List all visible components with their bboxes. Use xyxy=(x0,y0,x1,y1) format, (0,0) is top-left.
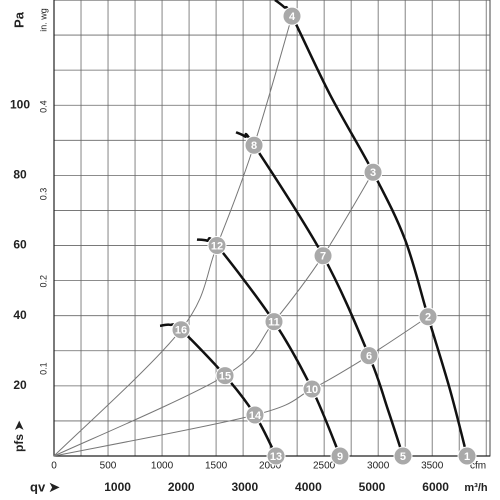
x2-tick-label: 3500 xyxy=(421,461,444,472)
point-label: 1 xyxy=(464,451,470,463)
y2-tick-label: 0.4 xyxy=(38,100,48,113)
operating-point xyxy=(245,405,265,425)
operating-point xyxy=(457,446,477,466)
x2-tick-label: 0 xyxy=(51,461,57,472)
y-tick-label: 80 xyxy=(13,168,27,182)
x-unit: m³/h xyxy=(464,482,488,494)
x-tick-label: 4000 xyxy=(295,480,322,494)
operating-point xyxy=(215,366,235,386)
x2-tick-label: 2500 xyxy=(313,461,336,472)
operating-point xyxy=(418,307,438,327)
operating-point xyxy=(359,346,379,366)
point-label: 6 xyxy=(366,351,372,363)
point-label: 13 xyxy=(270,451,282,463)
x-tick-label: 2000 xyxy=(168,480,195,494)
point-label: 12 xyxy=(211,240,223,252)
x2-tick-label: 2000 xyxy=(259,461,282,472)
point-label: 14 xyxy=(249,410,262,422)
operating-point xyxy=(264,312,284,332)
x2-tick-label: 3000 xyxy=(367,461,390,472)
point-label: 3 xyxy=(370,167,376,179)
curve xyxy=(53,316,429,457)
x2-tick-label: 500 xyxy=(100,461,117,472)
point-label: 9 xyxy=(337,451,343,463)
plot-frame xyxy=(53,0,491,457)
x-tick-label: 3000 xyxy=(231,480,258,494)
operating-point xyxy=(244,135,264,155)
x-tick-label: 1000 xyxy=(104,480,131,494)
point-label: 5 xyxy=(400,451,406,463)
y-tick-label: 100 xyxy=(10,97,30,111)
y-axis-label: Pa xyxy=(11,11,26,28)
y2-tick-label: 0.2 xyxy=(38,275,48,288)
operating-point xyxy=(313,246,333,266)
y-tick-label: 20 xyxy=(13,378,27,392)
operating-point xyxy=(302,379,322,399)
operating-point xyxy=(282,6,302,26)
y-tick-label: 60 xyxy=(13,238,27,252)
y-tick-label: 40 xyxy=(13,308,27,322)
point-label: 7 xyxy=(320,251,326,263)
y2-axis-label: in. wg xyxy=(38,8,48,32)
x2-tick-label: 1000 xyxy=(151,461,174,472)
operating-point xyxy=(393,446,413,466)
x2-unit: cfm xyxy=(470,461,486,472)
point-label: 16 xyxy=(175,325,187,337)
x-axis-label: qv ➤ xyxy=(30,479,60,494)
operating-point xyxy=(207,236,227,256)
point-label: 10 xyxy=(306,384,318,396)
operating-point xyxy=(266,446,286,466)
y-axis-symbol: pfs ➤ xyxy=(12,420,26,452)
operating-point xyxy=(363,162,383,182)
point-label: 8 xyxy=(251,140,257,152)
operating-point xyxy=(171,320,191,340)
x2-tick-label: 1500 xyxy=(205,461,228,472)
x-tick-label: 6000 xyxy=(422,480,449,494)
point-label: 2 xyxy=(425,312,431,324)
y2-tick-label: 0.3 xyxy=(38,188,48,201)
x-tick-label: 5000 xyxy=(359,480,386,494)
point-label: 11 xyxy=(268,317,280,329)
y2-tick-label: 0.1 xyxy=(38,362,48,375)
operating-point xyxy=(330,446,350,466)
point-label: 4 xyxy=(289,11,296,23)
point-label: 15 xyxy=(219,371,231,383)
